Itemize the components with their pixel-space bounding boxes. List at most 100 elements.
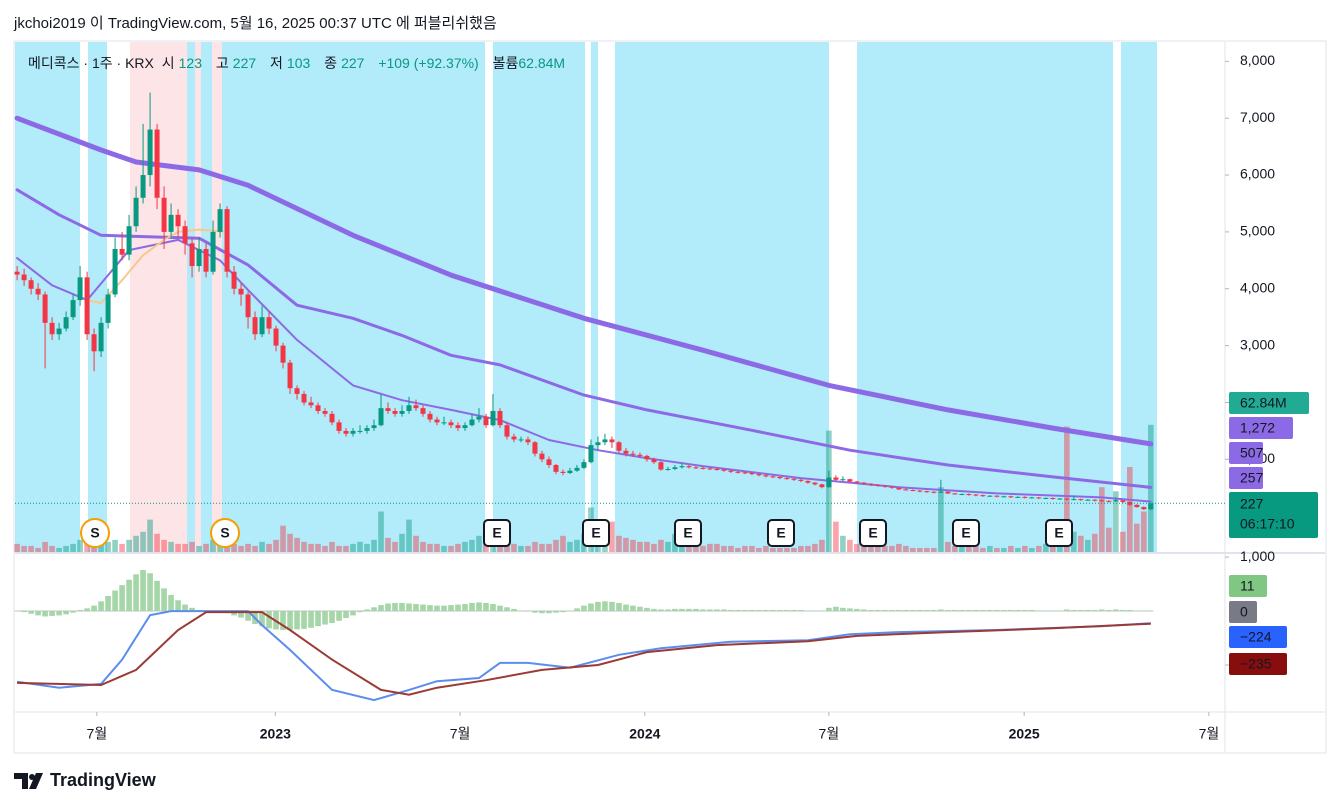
candle-body <box>1127 501 1133 505</box>
x-tick-label: 7월 <box>87 726 108 742</box>
macd-histogram-bar <box>63 611 69 615</box>
macd-histogram-bar <box>462 604 468 612</box>
volume-bar <box>1134 523 1140 552</box>
volume-bar <box>287 533 293 552</box>
histogram-last-label-bg <box>1229 575 1267 597</box>
volume-bar <box>385 537 391 552</box>
candle-body <box>630 453 636 455</box>
volume-bar <box>637 541 643 552</box>
volume-bar <box>203 543 209 552</box>
macd-histogram-bar <box>350 611 356 616</box>
macd-histogram-bar <box>987 609 993 612</box>
macd-histogram-bar <box>798 609 804 612</box>
macd-histogram-bar <box>483 602 489 612</box>
macd-histogram-bar <box>413 604 419 612</box>
candle-body <box>105 294 111 323</box>
volume-bar <box>560 535 566 552</box>
volume-bar <box>770 547 776 552</box>
candle-body <box>1008 496 1014 498</box>
macd-histogram-bar <box>721 609 727 612</box>
zero-label-bg <box>1229 601 1257 623</box>
volume-bar <box>1064 426 1070 552</box>
macd-histogram-bar <box>133 574 139 612</box>
macd-histogram-bar <box>1057 610 1063 612</box>
macd-histogram-bar <box>973 609 979 612</box>
candle-body <box>490 410 496 426</box>
candle-body <box>924 491 930 493</box>
macd-histogram-bar <box>1148 610 1154 612</box>
macd-histogram-bar <box>1029 609 1035 612</box>
volume-bar <box>329 541 335 552</box>
macd-histogram-bar <box>896 609 902 612</box>
candle-body <box>49 322 55 335</box>
candle-body <box>413 405 419 409</box>
macd-histogram-bar <box>1113 609 1119 612</box>
volume-bar <box>14 543 20 552</box>
candle-body <box>714 468 720 470</box>
volume-bar <box>168 541 174 552</box>
volume-bar <box>1043 543 1049 552</box>
event-marker: E <box>952 519 980 547</box>
x-tick-label: 2025 <box>1009 726 1040 742</box>
x-tick-label: 7월 <box>819 726 840 742</box>
volume-bar <box>434 543 440 552</box>
macd-histogram-bar <box>518 610 524 612</box>
macd-histogram-bar <box>602 601 608 612</box>
macd-histogram-bar <box>819 610 825 612</box>
volume-bar <box>756 547 762 552</box>
candle-body <box>1022 496 1028 498</box>
volume-bar <box>1001 547 1007 552</box>
candle-body <box>777 476 783 479</box>
volume-bar <box>175 543 181 552</box>
ma-last-label: 507 <box>1229 442 1264 464</box>
candle-body <box>903 489 909 491</box>
candle-body <box>175 214 181 227</box>
ma-last-label-bg <box>1229 417 1293 439</box>
macd-last-label: −224 <box>1229 626 1287 648</box>
volume-bar <box>462 541 468 552</box>
macd-histogram-bar <box>1078 609 1084 612</box>
event-marker: E <box>859 519 887 547</box>
candle-body <box>231 271 237 289</box>
macd-histogram-bar <box>1120 609 1126 612</box>
macd-histogram-bar <box>903 609 909 612</box>
candle-body <box>539 453 545 460</box>
y-tick-label: 6,000 <box>1240 166 1275 182</box>
macd-histogram-bar <box>574 608 580 612</box>
change: +109 (+92.37%) <box>378 55 479 71</box>
macd-histogram-bar <box>980 609 986 612</box>
macd-last-label-text: −224 <box>1240 629 1272 645</box>
volume-bar <box>294 537 300 552</box>
candle-body <box>658 462 664 470</box>
volume-bar <box>518 545 524 552</box>
volume-bar <box>196 545 202 552</box>
candle-body <box>826 477 832 488</box>
volume-bar <box>350 543 356 552</box>
candle-body <box>343 430 349 434</box>
volume-bar <box>126 539 132 552</box>
candle-body <box>1015 496 1021 498</box>
volume-bar <box>161 539 167 552</box>
logo-part <box>29 773 43 789</box>
candle-body <box>63 317 69 329</box>
candle-body <box>644 455 650 460</box>
volume-bar <box>511 543 517 552</box>
macd-histogram-bar <box>742 609 748 612</box>
ma-last-label: 1,272 <box>1229 417 1293 439</box>
candle-body <box>1120 500 1126 502</box>
volume-bar <box>931 547 937 552</box>
volume-bar <box>532 541 538 552</box>
event-label: E <box>868 525 877 541</box>
candle-body <box>126 226 132 255</box>
macd-histogram-bar <box>1127 609 1133 612</box>
macd-histogram-bar <box>651 608 657 612</box>
macd-histogram-bar <box>1071 609 1077 612</box>
volume-bar <box>448 545 454 552</box>
y-tick-label: 8,000 <box>1240 52 1275 68</box>
event-badge <box>952 519 980 547</box>
last-price-bg <box>1229 492 1318 538</box>
candle-body <box>315 405 321 411</box>
volume-bar <box>231 543 237 552</box>
macd-histogram-bar <box>119 585 125 612</box>
macd-histogram-bar <box>336 611 342 621</box>
